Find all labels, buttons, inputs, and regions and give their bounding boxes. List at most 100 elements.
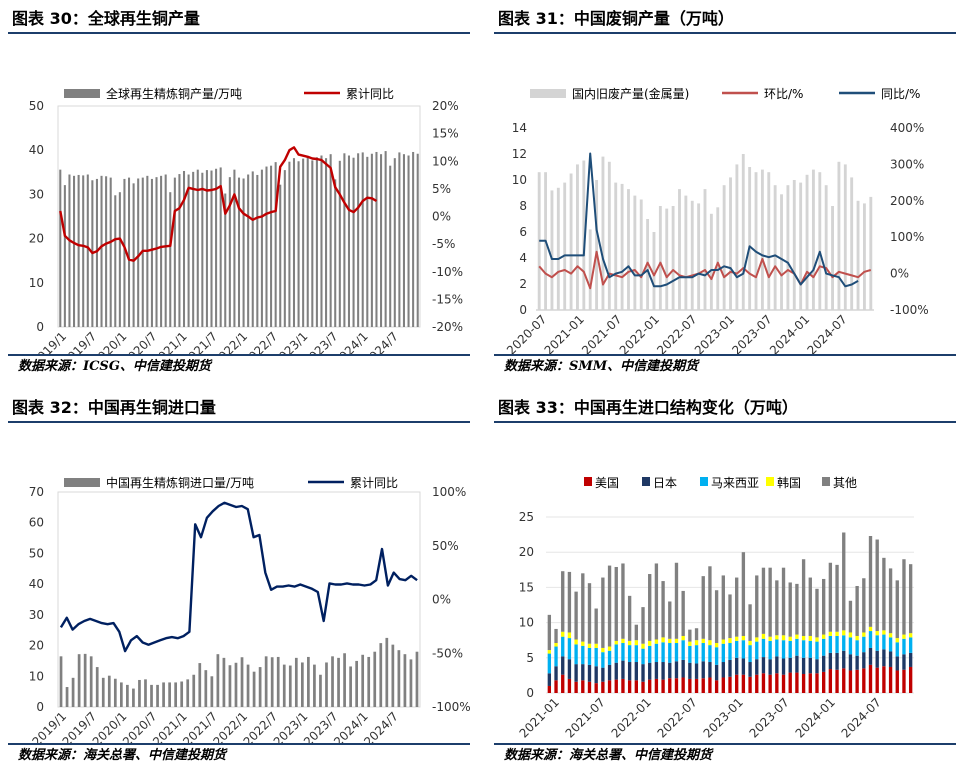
bar (201, 172, 204, 327)
bar (216, 654, 220, 707)
bar (393, 158, 396, 327)
bar-segment (721, 643, 725, 663)
series-line (59, 146, 378, 262)
bar (256, 174, 259, 327)
bar (862, 203, 866, 310)
bar-segment (768, 674, 772, 693)
bar-segment (694, 640, 699, 646)
bar (652, 232, 656, 310)
bar (82, 175, 85, 327)
bar (205, 170, 208, 327)
y-right-tick-label: -100% (432, 700, 470, 714)
bar (319, 674, 322, 707)
bar (639, 199, 643, 310)
bar-segment (681, 635, 685, 641)
bar-segment (741, 658, 746, 675)
bar-segment (842, 630, 846, 636)
bar-segment (594, 647, 598, 667)
bar (389, 165, 392, 327)
bar-segment (587, 647, 592, 665)
bar-segment (801, 673, 806, 693)
data-source: 数据来源：海关总署、中信建投期货 (8, 743, 470, 767)
bar-segment (688, 641, 692, 646)
legend-label: 日本 (653, 476, 677, 490)
legend-label: 中国再生精炼铜进口量/万吨 (106, 475, 254, 490)
bar-segment (567, 678, 572, 693)
y-left-tick-label: 2 (519, 277, 527, 291)
bar-segment (882, 630, 886, 635)
bar (843, 164, 847, 310)
bar-segment (902, 638, 906, 655)
bar (77, 174, 80, 327)
bar-segment (601, 681, 605, 693)
bar (627, 189, 630, 310)
bar (671, 206, 675, 310)
bar-segment (721, 639, 725, 644)
title-rule (8, 32, 470, 34)
bar-segment (601, 577, 605, 648)
bar (366, 156, 369, 327)
bar-segment (728, 643, 732, 660)
bar-segment (728, 676, 732, 693)
bar (101, 677, 105, 707)
bar-segment (815, 673, 819, 693)
bar-segment (868, 536, 873, 627)
bar (385, 637, 389, 707)
bar (274, 162, 277, 327)
bar (741, 154, 745, 310)
bar-segment (714, 590, 719, 644)
bar-segment (748, 645, 752, 663)
bar (709, 213, 713, 310)
bar-segment (688, 662, 692, 679)
bar-segment (681, 677, 685, 693)
bar (95, 667, 99, 707)
bar-segment (828, 652, 833, 670)
series-line (539, 152, 859, 288)
bar-segment (908, 637, 913, 653)
bar-segment (547, 614, 552, 651)
x-tick-label: 2023-01 (701, 695, 746, 740)
bar (370, 153, 373, 327)
bar (311, 160, 314, 327)
bar-segment (661, 581, 665, 638)
bar (307, 656, 310, 707)
y-right-tick-label: -100% (890, 303, 929, 317)
bar-segment (581, 573, 585, 642)
bar-segment (795, 672, 799, 693)
bar-segment (761, 657, 766, 674)
y-left-tick-label: 10 (29, 669, 44, 683)
bar (107, 675, 111, 707)
bar-segment (781, 640, 786, 659)
bar (292, 158, 296, 327)
bar-segment (627, 645, 632, 663)
bar-segment (848, 632, 853, 638)
bar-segment (848, 637, 853, 655)
bar-segment (888, 651, 893, 667)
bar-segment (888, 666, 893, 693)
bar (722, 185, 726, 310)
bar (384, 151, 387, 327)
bar (86, 174, 89, 327)
bar-segment (621, 660, 625, 679)
bar-segment (835, 652, 839, 670)
bar (137, 178, 140, 327)
bar-segment (788, 657, 792, 673)
y-left-tick-label: 14 (512, 121, 527, 135)
bar (237, 177, 241, 327)
bar-segment (902, 634, 906, 639)
bar (83, 653, 87, 707)
bar (276, 656, 280, 707)
bar-segment (574, 664, 578, 682)
bar-segment (888, 633, 893, 638)
bar (126, 684, 129, 707)
bar-segment (654, 662, 659, 679)
bar-segment (842, 650, 846, 669)
bar-segment (648, 662, 652, 680)
bar (234, 662, 238, 707)
bar-segment (554, 666, 558, 681)
panel-title: 图表 30：全球再生铜产量 (12, 9, 200, 28)
bar-segment (895, 656, 899, 671)
bar-segment (661, 637, 665, 643)
bar-segment (721, 662, 725, 678)
y-right-tick-label: -10% (432, 265, 463, 279)
